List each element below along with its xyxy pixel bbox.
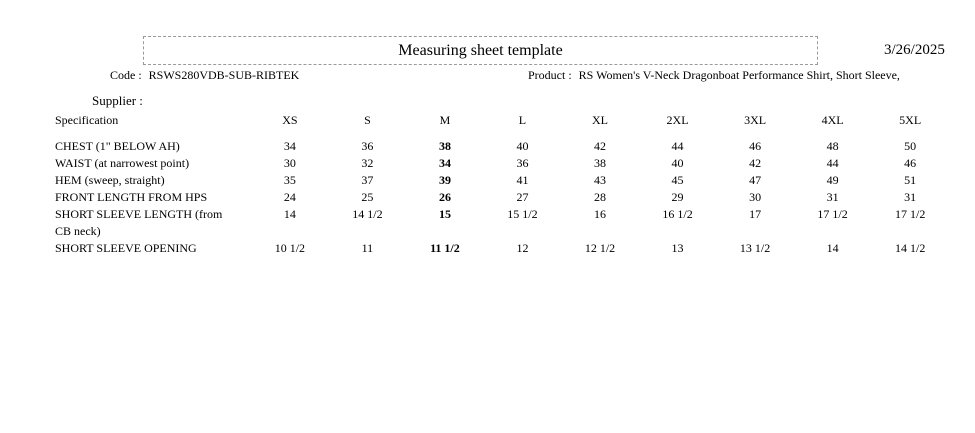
value-cell: 39 [438, 173, 451, 187]
value-cell: 13 1/2 [739, 241, 771, 255]
column-header-size: XL [592, 113, 608, 127]
value-cell: 26 [438, 190, 451, 204]
product-line: Product : RS Women's V-Neck Dragonboat Pe… [528, 68, 900, 83]
table-body: CHEST (1" BELOW AH) 34 36 38 40 42 44 46 48 50 WAI… [55, 138, 949, 257]
value-cell: 40 [671, 156, 684, 170]
column-header-size: M [439, 113, 451, 127]
value-cell: 14 1/2 [352, 207, 383, 221]
value-cell: 45 [671, 173, 684, 187]
column-header-size: 4XL [821, 113, 844, 127]
value-cell: 17 1/2 [817, 207, 848, 221]
value-cell: 32 [361, 156, 374, 170]
column-header-size: 2XL [666, 113, 689, 127]
spec-cell: WAIST (at narrowest point) [55, 156, 190, 170]
value-cell: 31 [904, 190, 917, 204]
value-cell: 35 [283, 173, 296, 187]
column-header-size: 3XL [744, 113, 767, 127]
value-cell: 38 [438, 139, 451, 153]
value-cell: 16 [594, 207, 606, 221]
table-row: HEM (sweep, straight) 35 37 39 41 43 45 47 49 51 [55, 172, 949, 189]
value-cell: 30 [749, 190, 762, 204]
table-head: Specification XS S M L XL 2XL 3XL 4XL 5XL [55, 113, 949, 138]
value-cell: 17 [749, 207, 762, 221]
spec-cell: SHORT SLEEVE LENGTH (from CB neck) [55, 207, 223, 238]
supplier-label: Supplier : [92, 93, 143, 108]
spec-cell: HEM (sweep, straight) [55, 173, 165, 187]
product-value: RS Women's V-Neck Dragonboat Performance… [578, 68, 900, 82]
value-cell: 38 [594, 156, 606, 170]
value-cell: 51 [904, 173, 917, 187]
measurement-table: Specification XS S M L XL 2XL 3XL 4XL 5XL CHEST (… [55, 113, 949, 257]
value-cell: 10 1/2 [274, 241, 306, 255]
value-cell: 48 [826, 139, 839, 153]
value-cell: 46 [749, 139, 762, 153]
value-cell: 42 [594, 139, 606, 153]
value-cell: 40 [516, 139, 529, 153]
value-cell: 47 [749, 173, 762, 187]
column-header-size: 5XL [899, 113, 922, 127]
value-cell: 13 [671, 241, 684, 255]
code-line: Code : RSWS280VDB-SUB-RIBTEK [110, 68, 299, 83]
value-cell: 12 [516, 241, 529, 255]
value-cell: 34 [438, 156, 451, 170]
table-row: FRONT LENGTH FROM HPS 24 25 26 27 28 29 30 31 31 [55, 189, 949, 206]
value-cell: 15 1/2 [507, 207, 538, 221]
value-cell: 44 [826, 156, 839, 170]
column-header-size: S [364, 113, 371, 127]
header-row: Specification XS S M L XL 2XL 3XL 4XL 5XL [55, 113, 949, 138]
code-label: Code : [110, 68, 142, 82]
spec-cell: CHEST (1" BELOW AH) [55, 139, 180, 153]
table-row: CHEST (1" BELOW AH) 34 36 38 40 42 44 46 48 50 [55, 138, 949, 155]
value-cell: 36 [516, 156, 529, 170]
value-cell: 36 [361, 139, 374, 153]
date-label: 3/26/2025 [884, 42, 945, 58]
code-value: RSWS280VDB-SUB-RIBTEK [148, 68, 300, 82]
page-title: Measuring sheet template [398, 41, 563, 59]
table-row: SHORT SLEEVE OPENING 10 1/2 11 11 1/2 12 12 1… [55, 240, 949, 257]
value-cell: 50 [904, 139, 917, 153]
product-label: Product : [528, 68, 572, 82]
value-cell: 41 [516, 173, 529, 187]
column-header-specification: Specification [55, 113, 119, 127]
value-cell: 16 1/2 [662, 207, 693, 221]
value-cell: 28 [594, 190, 606, 204]
value-cell: 14 1/2 [895, 241, 926, 255]
value-cell: 49 [826, 173, 839, 187]
value-cell: 14 [826, 241, 839, 255]
value-cell: 17 1/2 [895, 207, 926, 221]
value-cell: 11 1/2 [430, 241, 460, 255]
spec-cell: FRONT LENGTH FROM HPS [55, 190, 208, 204]
value-cell: 43 [594, 173, 606, 187]
value-cell: 42 [749, 156, 762, 170]
column-header-size: L [518, 113, 527, 127]
value-cell: 34 [283, 139, 296, 153]
value-cell: 27 [516, 190, 529, 204]
value-cell: 31 [826, 190, 839, 204]
value-cell: 37 [361, 173, 374, 187]
supplier-line: Supplier : [92, 93, 143, 109]
value-cell: 46 [904, 156, 917, 170]
value-cell: 14 [283, 207, 296, 221]
value-cell: 30 [283, 156, 296, 170]
title-box: Measuring sheet template [143, 36, 818, 65]
table-row: SHORT SLEEVE LENGTH (from CB neck) 14 14 1… [55, 206, 949, 240]
value-cell: 44 [671, 139, 684, 153]
value-cell: 11 [361, 241, 374, 255]
spec-cell: SHORT SLEEVE OPENING [55, 241, 197, 255]
table-row: WAIST (at narrowest point) 30 32 34 36 38 40 42… [55, 155, 949, 172]
value-cell: 24 [283, 190, 296, 204]
value-cell: 29 [671, 190, 684, 204]
value-cell: 25 [361, 190, 374, 204]
column-header-size: XS [282, 113, 298, 127]
value-cell: 15 [438, 207, 451, 221]
value-cell: 12 1/2 [584, 241, 616, 255]
